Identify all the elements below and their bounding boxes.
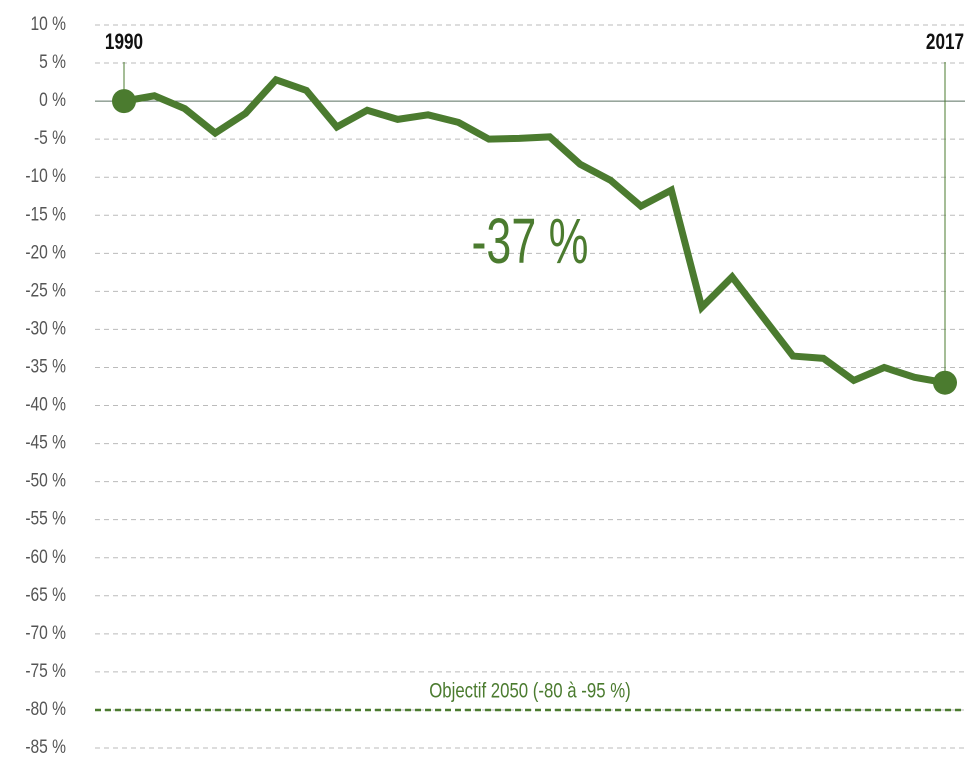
end-marker [112, 89, 136, 114]
y-tick-label: -10 % [25, 165, 66, 187]
y-tick-label: -30 % [25, 317, 66, 339]
y-tick-label: -75 % [25, 659, 66, 681]
y-tick-label: -70 % [25, 621, 66, 643]
y-tick-label: -25 % [25, 279, 66, 301]
data-line [123, 75, 946, 387]
y-tick-label: -65 % [25, 583, 66, 605]
y-tick-label: -85 % [25, 736, 66, 757]
y-tick-label: -15 % [25, 203, 66, 225]
x-tick-label: 2017 [926, 30, 964, 55]
y-tick-label: -60 % [25, 545, 66, 567]
x-tick-label: 1990 [105, 30, 143, 55]
target-label: Objectif 2050 (-80 à -95 %) [429, 680, 631, 703]
y-tick-label: -55 % [25, 507, 66, 529]
y-tick-label: -80 % [25, 697, 66, 719]
y-tick-label: 5 % [39, 51, 66, 73]
y-tick-label: -50 % [25, 469, 66, 491]
y-tick-label: -45 % [25, 431, 66, 453]
y-tick-label: -20 % [25, 241, 66, 263]
y-tick-label: -40 % [25, 393, 66, 415]
y-tick-label: 10 % [31, 13, 66, 35]
end-marker [933, 370, 957, 395]
annotation: -37 % [471, 205, 588, 277]
y-tick-label: -5 % [34, 127, 66, 149]
y-tick-label: 0 % [39, 89, 66, 111]
y-tick-label: -35 % [25, 355, 66, 377]
